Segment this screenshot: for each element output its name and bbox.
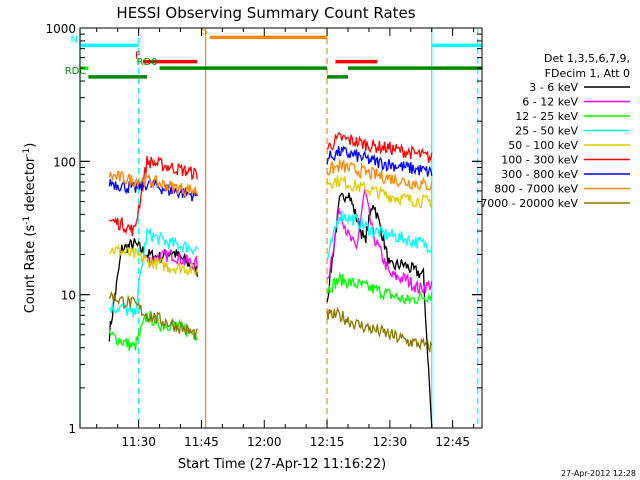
flag-label-1: F — [135, 51, 141, 62]
series-line-4-part-0 — [108, 243, 198, 277]
axes: 11:30 11:45 12:00 12:15 12:30 12:45 1 10 100 1000 — [45, 22, 483, 449]
x-axis-label: Start Time (27-Apr-12 11:16:22) — [178, 457, 386, 472]
x-tick-label-3: 12:15 — [310, 435, 345, 449]
y-tick-label-3: 1000 — [45, 22, 76, 36]
legend-title-line2: FDecim 1, Att 0 — [545, 67, 630, 80]
legend-entry-3: 25 - 50 keV — [515, 125, 578, 138]
x-tick-label-2: 12:00 — [247, 435, 282, 449]
x-tick-label-4: 12:30 — [373, 435, 408, 449]
flag-label-3: RD0 — [137, 57, 158, 68]
y-tick-label-2: 100 — [53, 155, 76, 169]
y-axis-label: Count Rate (s-1 detector-1) — [22, 143, 38, 314]
plot-frame — [79, 27, 483, 429]
footer-timestamp: 27-Apr-2012 12:28 — [561, 469, 636, 478]
series-line-0-part-1 — [326, 192, 433, 428]
flag-label-0: N — [71, 34, 78, 45]
series-line-3-part-0 — [108, 228, 198, 318]
x-tick-label-5: 12:45 — [435, 435, 470, 449]
legend-entry-1: 6 - 12 keV — [522, 96, 578, 109]
series-line-7-part-1 — [326, 158, 433, 191]
chart-title: HESSI Observing Summary Count Rates — [116, 4, 415, 22]
legend-title-line1: Det 1,3,5,6,7,9, — [544, 52, 630, 65]
flag-label-2: S — [201, 26, 207, 37]
legend-entry-2: 12 - 25 keV — [515, 110, 578, 123]
series-line-4-part-1 — [326, 174, 433, 209]
series-line-8-part-0 — [108, 291, 198, 340]
series-line-3-part-1 — [326, 210, 433, 261]
x-tick-label-0: 11:30 — [121, 435, 156, 449]
legend-entry-7: 800 - 7000 keV — [494, 183, 578, 196]
plot-marks: N F S RD0 RDC — [65, 26, 482, 428]
legend-entry-8: 7000 - 20000 keV — [480, 197, 578, 210]
legend-entry-6: 300 - 800 keV — [501, 168, 578, 181]
y-tick-label-0: 1 — [68, 422, 76, 436]
legend-entry-5: 100 - 300 keV — [501, 154, 578, 167]
series-line-7-part-0 — [108, 170, 198, 198]
series-line-1-part-1 — [326, 188, 433, 294]
series-line-2-part-0 — [108, 310, 198, 351]
series-line-2-part-1 — [326, 272, 433, 305]
series-line-6-part-1 — [326, 145, 433, 177]
flag-label-4: RDC — [65, 66, 87, 77]
legend-entry-4: 50 - 100 keV — [508, 139, 578, 152]
series-line-8-part-1 — [326, 306, 433, 353]
legend: Det 1,3,5,6,7,9, FDecim 1, Att 0 3 - 6 k… — [480, 52, 630, 210]
series-line-5-part-0 — [109, 155, 198, 237]
x-tick-label-1: 11:45 — [184, 435, 219, 449]
legend-entry-0: 3 - 6 keV — [529, 81, 578, 94]
series-line-5-part-1 — [326, 132, 433, 164]
y-tick-label-1: 10 — [61, 289, 76, 303]
